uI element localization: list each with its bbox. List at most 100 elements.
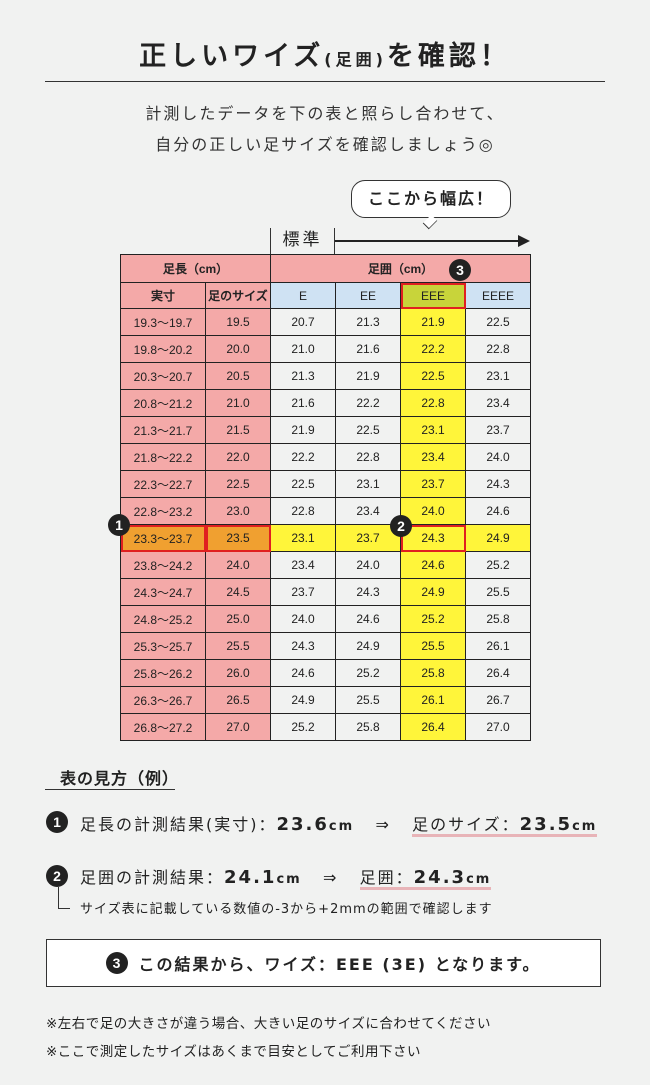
intro-line-1: 計測したデータを下の表と照らし合わせて、	[145, 104, 505, 123]
result-text: この結果から、ワイズ：EEE (3E) となります。	[138, 955, 541, 974]
ee-cell: 21.9	[335, 362, 401, 390]
step2-note: サイズ表に記載している数値の-3から+2mmの範囲で確認します	[80, 902, 493, 917]
eee-cell: 24.6	[400, 551, 466, 579]
table-row: 20.3〜20.7 20.5 21.3 21.9 22.5 23.1	[120, 362, 531, 390]
col-e: E	[270, 282, 336, 309]
eeee-cell: 24.9	[465, 524, 531, 552]
col-foot-size: 足のサイズ	[205, 282, 271, 309]
e-cell: 22.8	[270, 497, 336, 525]
table-row: 22.3〜22.7 22.5 22.5 23.1 23.7 24.3	[120, 470, 531, 498]
eee-cell: 25.5	[400, 632, 466, 660]
actual-cell: 23.8〜24.2	[120, 551, 206, 579]
foot-size-cell: 21.0	[205, 389, 271, 417]
eeee-cell: 22.8	[465, 335, 531, 363]
eee-cell: 24.0	[400, 497, 466, 525]
eeee-cell: 25.8	[465, 605, 531, 633]
eee-cell: 21.9	[400, 308, 466, 336]
actual-cell: 21.3〜21.7	[120, 416, 206, 444]
foot-size-cell: 20.0	[205, 335, 271, 363]
title-divider	[45, 81, 605, 82]
eeee-cell: 24.0	[465, 443, 531, 471]
eee-cell: 22.2	[400, 335, 466, 363]
foot-size-cell: 22.5	[205, 470, 271, 498]
ee-cell: 22.5	[335, 416, 401, 444]
eeee-cell: 26.7	[465, 686, 531, 714]
col-eeee: EEEE	[465, 282, 531, 309]
eeee-cell: 23.4	[465, 389, 531, 417]
eeee-cell: 22.5	[465, 308, 531, 336]
actual-cell: 23.3〜23.7	[120, 524, 206, 552]
actual-cell: 24.8〜25.2	[120, 605, 206, 633]
table-row: 26.8〜27.2 27.0 25.2 25.8 26.4 27.0	[120, 713, 531, 741]
width-arrow	[335, 240, 520, 242]
actual-cell: 22.3〜22.7	[120, 470, 206, 498]
foot-size-cell: 19.5	[205, 308, 271, 336]
ee-cell: 22.8	[335, 443, 401, 471]
result-marker-icon: 3	[106, 952, 129, 974]
eee-cell: 23.7	[400, 470, 466, 498]
actual-cell: 22.8〜23.2	[120, 497, 206, 525]
col-actual: 実寸	[120, 282, 206, 309]
note-bracket	[58, 887, 70, 909]
e-cell: 22.5	[270, 470, 336, 498]
col-eee: EEE	[400, 282, 466, 309]
table-row: 23.8〜24.2 24.0 23.4 24.0 24.6 25.2	[120, 551, 531, 579]
table-row: 26.3〜26.7 26.5 24.9 25.5 26.1 26.7	[120, 686, 531, 714]
wide-callout-bubble: ここから幅広！	[351, 180, 511, 218]
table-row: 22.8〜23.2 23.0 22.8 23.4 24.0 24.6	[120, 497, 531, 525]
eee-cell: 25.8	[400, 659, 466, 687]
actual-cell: 20.8〜21.2	[120, 389, 206, 417]
actual-cell: 20.3〜20.7	[120, 362, 206, 390]
foot-size-cell: 22.0	[205, 443, 271, 471]
actual-cell: 26.3〜26.7	[120, 686, 206, 714]
eeee-cell: 23.7	[465, 416, 531, 444]
foot-size-cell: 27.0	[205, 713, 271, 741]
eeee-cell: 24.3	[465, 470, 531, 498]
ee-cell: 24.6	[335, 605, 401, 633]
table-row: 21.8〜22.2 22.0 22.2 22.8 23.4 24.0	[120, 443, 531, 471]
step2-text: 足囲の計測結果：24.1cm ⇒ 足囲：24.3cm	[80, 867, 492, 890]
step2-marker-icon: 2	[46, 865, 68, 887]
step1-marker-icon: 1	[46, 811, 68, 833]
table-row: 20.8〜21.2 21.0 21.6 22.2 22.8 23.4	[120, 389, 531, 417]
foot-length-header: 足長（cm）	[120, 254, 271, 283]
ee-cell: 22.2	[335, 389, 401, 417]
eeee-cell: 27.0	[465, 713, 531, 741]
eee-cell: 22.5	[400, 362, 466, 390]
howto-divider	[45, 789, 175, 790]
actual-cell: 19.3〜19.7	[120, 308, 206, 336]
table-row: 21.3〜21.7 21.5 21.9 22.5 23.1 23.7	[120, 416, 531, 444]
e-cell: 22.2	[270, 443, 336, 471]
standard-label: 標準	[270, 228, 335, 254]
foot-size-cell: 23.0	[205, 497, 271, 525]
table-row: 24.3〜24.7 24.5 23.7 24.3 24.9 25.5	[120, 578, 531, 606]
e-cell: 21.9	[270, 416, 336, 444]
foot-size-cell: 24.0	[205, 551, 271, 579]
ee-cell: 24.9	[335, 632, 401, 660]
step1-text: 足長の計測結果(実寸)：23.6cm ⇒ 足のサイズ：23.5cm	[80, 814, 598, 837]
foot-size-cell: 23.5	[205, 524, 271, 552]
table-row: 23.3〜23.7 23.5 23.1 23.7 24.3 24.9	[120, 524, 531, 552]
ee-cell: 24.0	[335, 551, 401, 579]
foot-size-cell: 25.0	[205, 605, 271, 633]
eee-cell: 26.1	[400, 686, 466, 714]
howto-heading: 表の見方（例）	[60, 769, 180, 788]
e-cell: 20.7	[270, 308, 336, 336]
table-row: 25.3〜25.7 25.5 24.3 24.9 25.5 26.1	[120, 632, 531, 660]
actual-cell: 19.8〜20.2	[120, 335, 206, 363]
eee-cell: 24.9	[400, 578, 466, 606]
footnote-1: ※左右で足の大きさが違う場合、大きい足のサイズに合わせてください	[46, 1016, 492, 1032]
e-cell: 21.0	[270, 335, 336, 363]
actual-cell: 21.8〜22.2	[120, 443, 206, 471]
eeee-cell: 23.1	[465, 362, 531, 390]
marker-2-icon: 2	[390, 515, 412, 537]
table-row: 19.8〜20.2 20.0 21.0 21.6 22.2 22.8	[120, 335, 531, 363]
foot-size-cell: 24.5	[205, 578, 271, 606]
eeee-cell: 26.1	[465, 632, 531, 660]
e-cell: 25.2	[270, 713, 336, 741]
e-cell: 24.3	[270, 632, 336, 660]
e-cell: 21.3	[270, 362, 336, 390]
ee-cell: 25.5	[335, 686, 401, 714]
e-cell: 23.7	[270, 578, 336, 606]
eeee-cell: 24.6	[465, 497, 531, 525]
